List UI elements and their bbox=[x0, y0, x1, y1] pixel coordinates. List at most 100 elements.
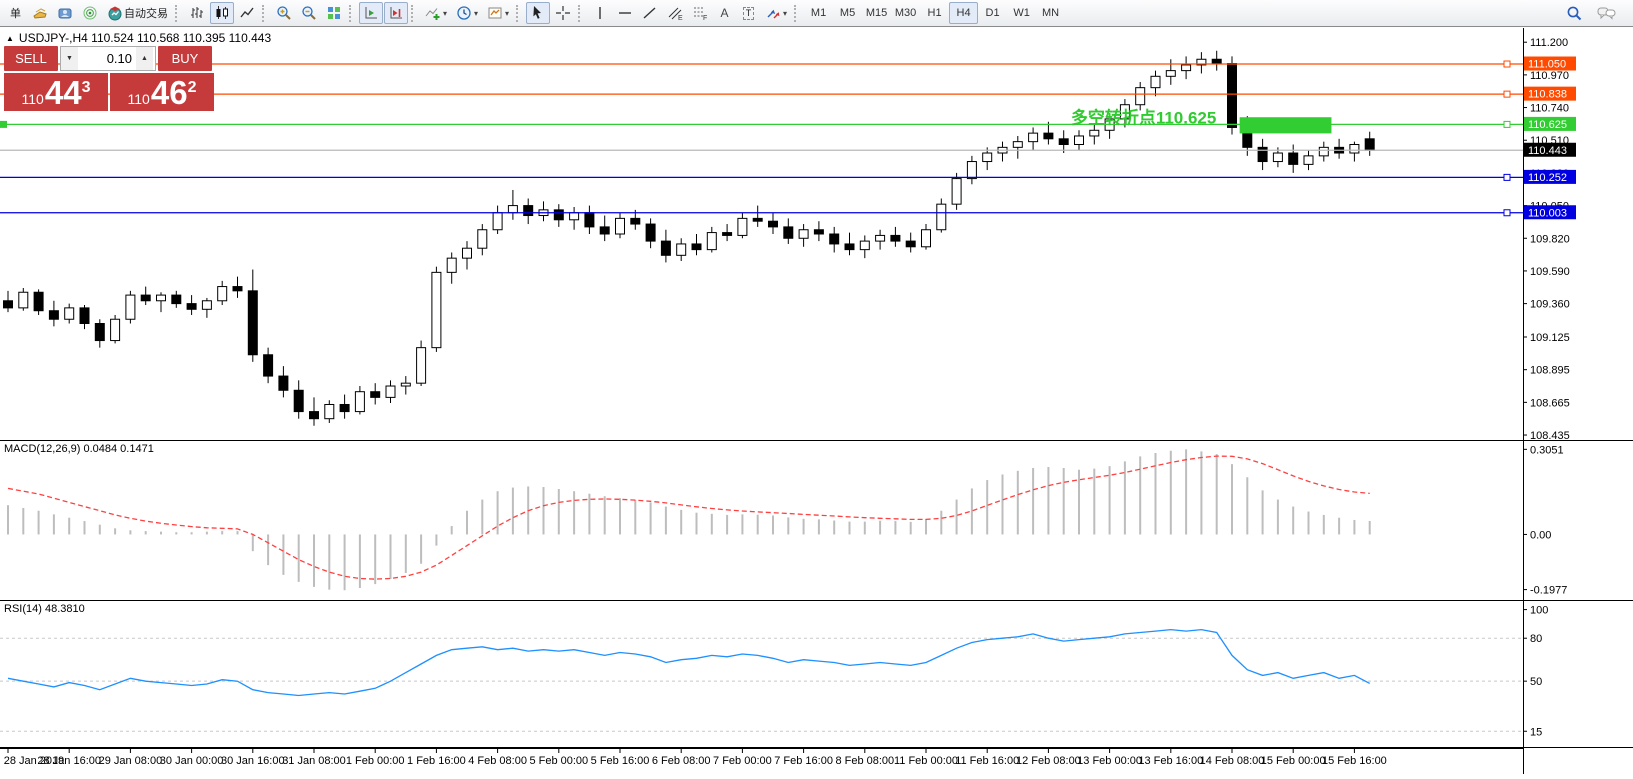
toolbar-grip bbox=[175, 4, 180, 22]
toolbar-grip bbox=[516, 4, 521, 22]
timeframe-M15[interactable]: M15 bbox=[862, 2, 891, 24]
collapse-panel-icon[interactable]: ▲ bbox=[6, 33, 14, 43]
symbol-ohlc-title: USDJPY-,H4 110.524 110.568 110.395 110.4… bbox=[18, 31, 272, 45]
chart-shift-button[interactable] bbox=[384, 2, 408, 24]
svg-text:14 Feb 08:00: 14 Feb 08:00 bbox=[1200, 755, 1265, 767]
periods-button[interactable]: ▾ bbox=[452, 2, 482, 24]
text-button[interactable]: A bbox=[713, 2, 736, 24]
cursor-button[interactable] bbox=[526, 2, 551, 24]
timeframe-M1[interactable]: M1 bbox=[804, 2, 833, 24]
rsi-indicator-pane[interactable] bbox=[0, 601, 1523, 748]
vertical-line-button[interactable] bbox=[588, 2, 612, 24]
timeframe-H4[interactable]: H4 bbox=[949, 2, 979, 24]
indicators-button[interactable]: ▾ bbox=[421, 2, 451, 24]
trendline-button[interactable] bbox=[638, 2, 662, 24]
terminal-icon bbox=[33, 8, 47, 19]
toolbar-grip bbox=[349, 4, 354, 22]
text-label-icon: T bbox=[742, 6, 755, 20]
sell-price-big: 44 bbox=[44, 74, 82, 111]
metaeditor-button[interactable] bbox=[53, 2, 77, 24]
svg-text:31 Jan 08:00: 31 Jan 08:00 bbox=[282, 755, 346, 767]
horizontal-line-button[interactable] bbox=[613, 2, 637, 24]
svg-text:12 Feb 08:00: 12 Feb 08:00 bbox=[1016, 755, 1081, 767]
zoom-out-button[interactable] bbox=[297, 2, 321, 24]
svg-text:80: 80 bbox=[1530, 633, 1542, 645]
crosshair-button[interactable] bbox=[551, 2, 575, 24]
caret-down-icon: ▾ bbox=[783, 8, 788, 18]
volume-input[interactable] bbox=[78, 47, 136, 70]
terminal-button[interactable] bbox=[28, 2, 52, 24]
sell-price-prefix: 110 bbox=[21, 91, 44, 107]
price-chart-pane[interactable]: 多空转折点110.625 bbox=[0, 28, 1523, 441]
svg-text:15: 15 bbox=[1530, 726, 1542, 738]
svg-text:7 Feb 16:00: 7 Feb 16:00 bbox=[774, 755, 833, 767]
market-watch-button[interactable] bbox=[78, 2, 102, 24]
price-axis[interactable]: 111.200110.970110.740110.510110.280110.0… bbox=[1523, 28, 1633, 774]
sell-price-display[interactable]: 110 44 3 bbox=[4, 73, 108, 111]
sell-button[interactable]: SELL bbox=[4, 46, 58, 71]
svg-text:109.590: 109.590 bbox=[1530, 266, 1570, 278]
chart-title: ▲ USDJPY-,H4 110.524 110.568 110.395 110… bbox=[6, 31, 271, 45]
autotrading-icon bbox=[108, 6, 122, 21]
buy-price-display[interactable]: 110 46 2 bbox=[110, 73, 214, 111]
line-chart-button[interactable] bbox=[235, 2, 259, 24]
timeframe-H1[interactable]: H1 bbox=[920, 2, 949, 24]
candlestick-chart-icon bbox=[216, 6, 228, 19]
arrows-button[interactable]: ▾ bbox=[761, 2, 791, 24]
buy-button[interactable]: BUY bbox=[158, 46, 212, 71]
caret-down-icon: ▾ bbox=[443, 8, 448, 18]
svg-text:13 Feb 00:00: 13 Feb 00:00 bbox=[1077, 755, 1142, 767]
svg-text:-0.1977: -0.1977 bbox=[1530, 585, 1567, 597]
tile-windows-icon bbox=[328, 7, 340, 19]
text-label-button[interactable]: T bbox=[737, 2, 760, 24]
crosshair-icon bbox=[556, 6, 571, 20]
zoom-in-button[interactable] bbox=[272, 2, 296, 24]
fibonacci-button[interactable]: F bbox=[688, 2, 712, 24]
equidistant-channel-button[interactable]: E bbox=[663, 2, 687, 24]
arrows-icon bbox=[767, 9, 780, 19]
auto-scroll-icon bbox=[365, 7, 377, 19]
chat-icon bbox=[1597, 7, 1616, 20]
svg-text:108.665: 108.665 bbox=[1530, 397, 1570, 409]
sell-price-sup: 3 bbox=[81, 79, 91, 96]
search-button[interactable] bbox=[1562, 2, 1587, 24]
caret-down-icon: ▾ bbox=[474, 8, 479, 18]
svg-text:15 Feb 16:00: 15 Feb 16:00 bbox=[1322, 755, 1387, 767]
auto-scroll-button[interactable] bbox=[359, 2, 383, 24]
svg-text:30 Jan 00:00: 30 Jan 00:00 bbox=[160, 755, 224, 767]
autotrading-button[interactable]: 自动交易 bbox=[103, 2, 172, 24]
candlestick-chart-button[interactable] bbox=[210, 2, 234, 24]
buy-price-prefix: 110 bbox=[127, 91, 150, 107]
toolbar-right bbox=[1562, 2, 1629, 24]
svg-text:1 Feb 00:00: 1 Feb 00:00 bbox=[346, 755, 405, 767]
time-axis[interactable]: 28 Jan 2019 28 Jan 16:00 29 Jan 08:00 30 Ja… bbox=[0, 748, 1633, 775]
svg-text:F: F bbox=[703, 15, 707, 21]
rsi-label: RSI(14) 48.3810 bbox=[4, 603, 85, 615]
new-order-label: 单 bbox=[10, 8, 21, 20]
new-order-button[interactable]: 单 bbox=[4, 2, 27, 24]
timeframe-M30[interactable]: M30 bbox=[891, 2, 920, 24]
line-chart-icon bbox=[240, 7, 254, 18]
bar-chart-button[interactable] bbox=[185, 2, 209, 24]
svg-text:1 Feb 16:00: 1 Feb 16:00 bbox=[407, 755, 466, 767]
chat-button[interactable] bbox=[1593, 2, 1621, 24]
svg-text:109.125: 109.125 bbox=[1530, 332, 1570, 344]
macd-indicator-pane[interactable] bbox=[0, 441, 1523, 601]
timeframe-MN[interactable]: MN bbox=[1036, 2, 1065, 24]
svg-text:5 Feb 00:00: 5 Feb 00:00 bbox=[529, 755, 588, 767]
metaeditor-icon bbox=[58, 8, 72, 19]
volume-decrease-button[interactable]: ▼ bbox=[61, 47, 78, 70]
text-tool-icon: A bbox=[720, 6, 729, 20]
volume-increase-button[interactable]: ▲ bbox=[136, 47, 153, 70]
timeframe-M5[interactable]: M5 bbox=[833, 2, 862, 24]
templates-button[interactable]: ▾ bbox=[483, 2, 513, 24]
svg-text:100: 100 bbox=[1530, 605, 1548, 617]
timeframe-W1[interactable]: W1 bbox=[1007, 2, 1036, 24]
bar-chart-icon bbox=[191, 7, 203, 18]
timeframe-D1[interactable]: D1 bbox=[978, 2, 1007, 24]
svg-text:110.003: 110.003 bbox=[1528, 207, 1567, 219]
tile-windows-button[interactable] bbox=[322, 2, 346, 24]
svg-text:50: 50 bbox=[1530, 676, 1542, 688]
cursor-icon bbox=[533, 6, 542, 19]
